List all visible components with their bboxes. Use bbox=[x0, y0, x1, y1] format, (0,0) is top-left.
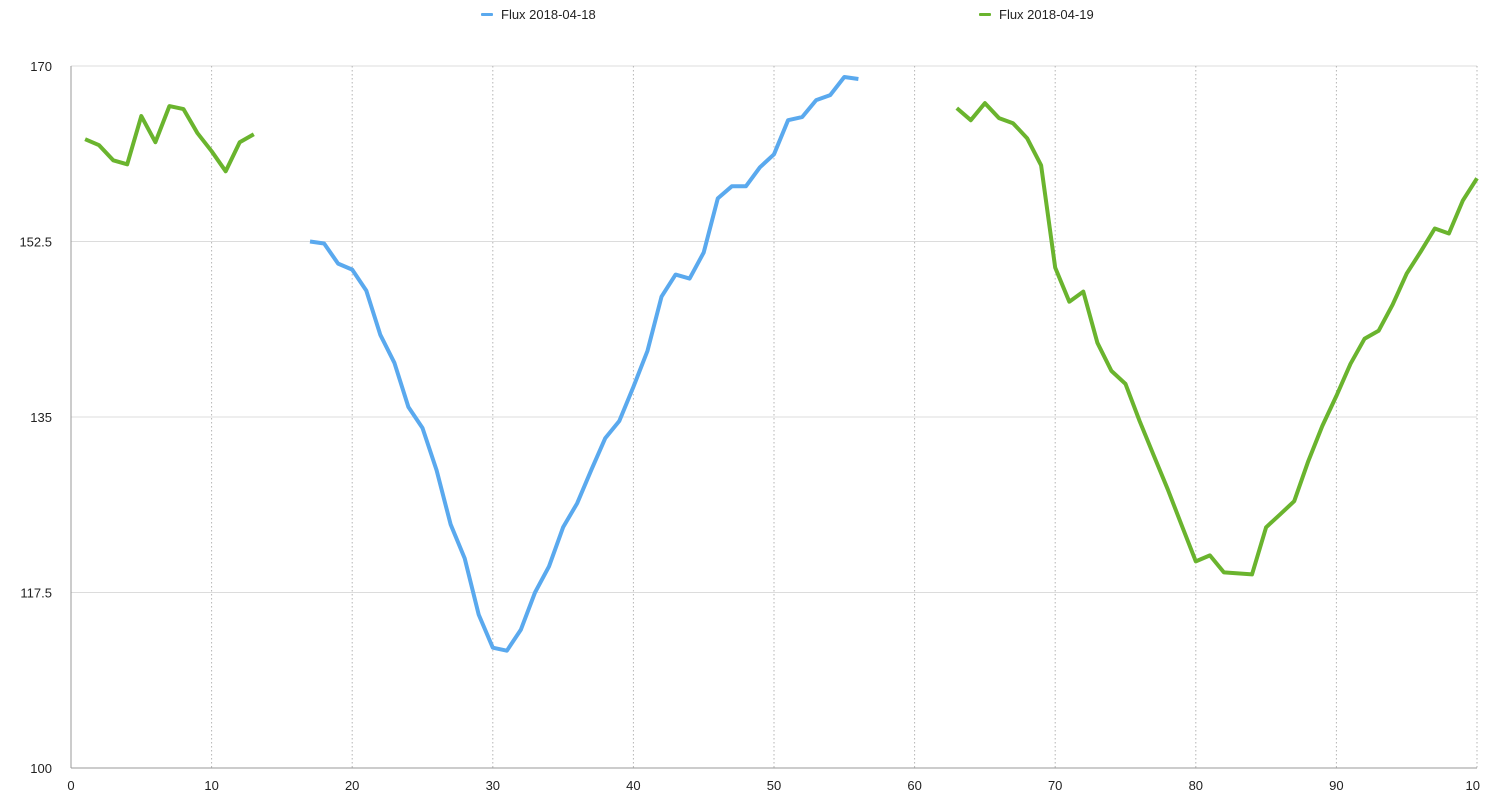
legend-swatch-series-2 bbox=[979, 13, 991, 16]
grid bbox=[71, 65, 1478, 768]
y-tick-label: 170 bbox=[30, 59, 52, 74]
legend-label-series-2: Flux 2018-04-19 bbox=[999, 7, 1094, 22]
x-tick-label: 70 bbox=[1048, 778, 1062, 793]
tick-labels: 100 117.5 135 152.5 170 0 10 20 30 40 50 60 70 80 90 10 bbox=[19, 59, 1480, 793]
x-tick-label: 50 bbox=[767, 778, 781, 793]
y-tick-label: 135 bbox=[30, 410, 52, 425]
y-tick-label: 152.5 bbox=[19, 235, 52, 250]
x-tick-label: 60 bbox=[907, 778, 921, 793]
x-tick-label: 30 bbox=[486, 778, 500, 793]
x-tick-label: 20 bbox=[345, 778, 359, 793]
legend: Flux 2018-04-18 Flux 2018-04-19 bbox=[0, 7, 1500, 27]
x-tick-label: 10 bbox=[204, 778, 218, 793]
y-tick-label: 117.5 bbox=[20, 586, 52, 601]
series-1-line-segment-1 bbox=[309, 75, 859, 653]
legend-swatch-series-1 bbox=[481, 13, 493, 16]
series-2-line-segment-1 bbox=[84, 104, 255, 174]
series-lines bbox=[84, 75, 1479, 653]
axes bbox=[70, 66, 1477, 769]
legend-item-series-1[interactable]: Flux 2018-04-18 bbox=[481, 7, 596, 22]
y-tick-label: 100 bbox=[30, 761, 52, 776]
legend-label-series-1: Flux 2018-04-18 bbox=[501, 7, 596, 22]
x-tick-label: 90 bbox=[1329, 778, 1343, 793]
x-tick-label: 10 bbox=[1466, 778, 1480, 793]
legend-item-series-2[interactable]: Flux 2018-04-19 bbox=[979, 7, 1094, 22]
x-tick-label: 40 bbox=[626, 778, 640, 793]
x-tick-label: 80 bbox=[1189, 778, 1203, 793]
series-2-line-segment-2 bbox=[955, 101, 1479, 577]
x-tick-label: 0 bbox=[67, 778, 74, 793]
